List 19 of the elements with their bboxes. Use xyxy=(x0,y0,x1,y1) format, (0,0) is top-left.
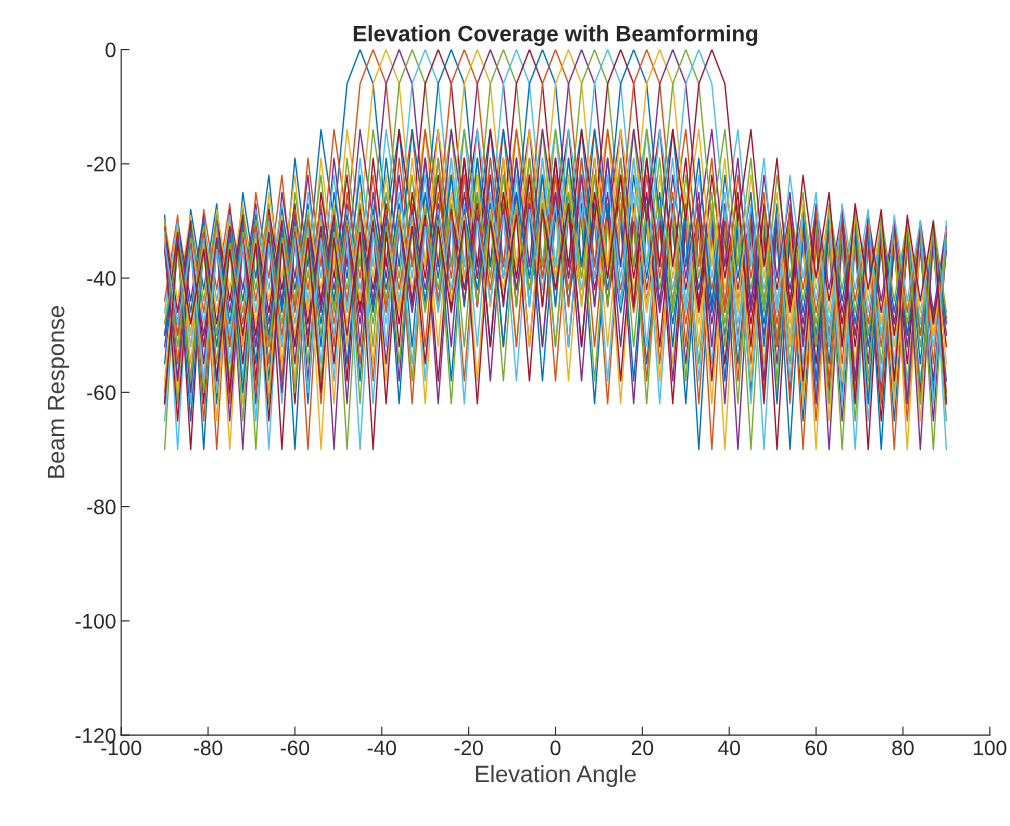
x-tick-label: -80 xyxy=(193,740,223,756)
x-axis-title: Elevation Angle xyxy=(476,764,636,787)
x-tick-label: -60 xyxy=(280,740,310,756)
x-tick-label: 40 xyxy=(718,740,740,756)
chart-title: Elevation Coverage with Beamforming xyxy=(353,25,758,46)
x-tick-label: -20 xyxy=(454,740,483,756)
y-tick-label: 0 xyxy=(105,42,116,58)
y-tick-label: -80 xyxy=(87,499,116,515)
y-tick-label: -60 xyxy=(87,385,116,401)
y-tick-label: -20 xyxy=(87,156,116,172)
x-tick-label: 60 xyxy=(805,740,827,756)
x-tick-label: -40 xyxy=(367,740,397,756)
y-axis-title: Beam Response xyxy=(47,306,70,478)
x-tick-label: 80 xyxy=(892,740,914,756)
x-tick-label: 0 xyxy=(550,740,561,756)
y-tick-label: -100 xyxy=(75,613,116,629)
y-tick-label: -40 xyxy=(87,271,116,286)
x-tick-label: 100 xyxy=(974,740,1007,756)
x-tick-label: 20 xyxy=(631,740,654,756)
